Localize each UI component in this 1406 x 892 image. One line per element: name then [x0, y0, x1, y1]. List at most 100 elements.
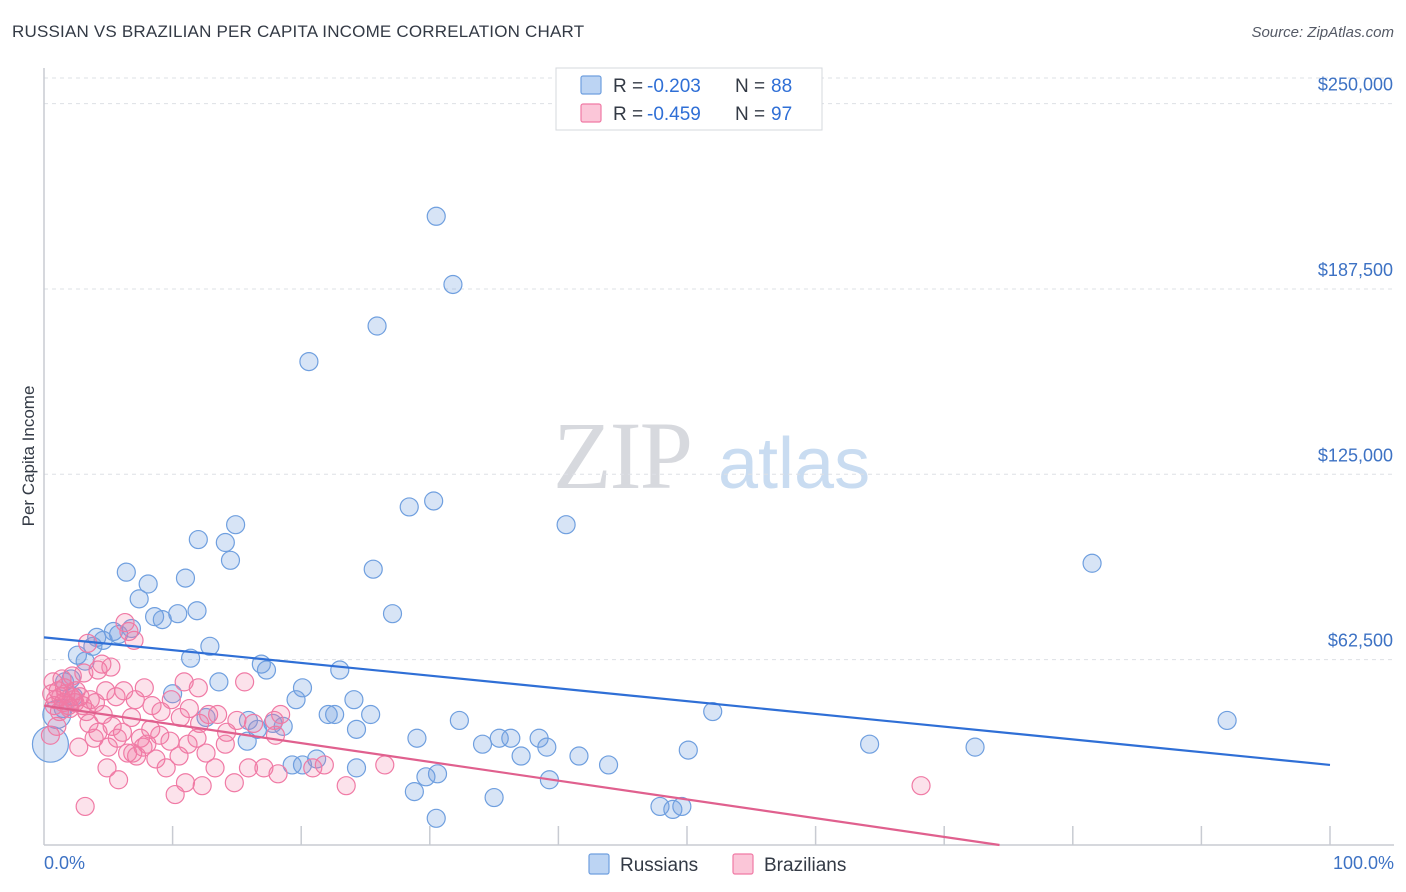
bottom-legend-label-russians: Russians [620, 855, 698, 876]
brazilians-point [102, 716, 122, 736]
russians-point [163, 684, 183, 704]
russians-point [449, 710, 469, 731]
grid-lines [44, 77, 1394, 661]
brazilians-point [244, 713, 264, 734]
brazilians-point [119, 621, 139, 642]
russians-point [678, 740, 698, 760]
russians-point [426, 808, 446, 828]
russians-point [188, 529, 208, 550]
brazilians-point [205, 758, 225, 778]
russians-point [129, 589, 149, 609]
russians-point [484, 787, 504, 808]
legend-r-label-russians: R = [613, 76, 643, 97]
legend-n-value-russians: 88 [771, 76, 792, 97]
legend-swatch-brazilians [580, 103, 602, 123]
brazilians-point [187, 728, 207, 748]
brazilians-point [80, 690, 100, 710]
russians-point [344, 690, 364, 710]
brazilians-point [161, 690, 181, 710]
russians-point [404, 782, 424, 802]
russians-point [703, 701, 723, 722]
brazilians-point [314, 755, 334, 775]
series-russians-points [31, 206, 1237, 828]
brazilians-point [254, 758, 274, 778]
russians-point [209, 672, 229, 692]
russians-point [286, 690, 306, 710]
brazilians-point [112, 722, 133, 742]
russians-point [138, 574, 158, 594]
russians-point [346, 719, 367, 739]
brazilians-point [215, 734, 235, 754]
x-tick-label-max: 100.0% [1333, 853, 1394, 873]
russians-point [226, 515, 246, 535]
brazilians-point [268, 764, 288, 784]
brazilians-point [134, 678, 154, 698]
russians-point [292, 678, 313, 698]
y-tick-label: $62,500 [1328, 631, 1393, 651]
brazilians-point [192, 776, 212, 796]
russians-point [181, 648, 201, 668]
russians-point [556, 515, 576, 535]
y-tick-label: $187,500 [1318, 260, 1393, 280]
russians-point [318, 704, 338, 725]
russians-point [346, 758, 367, 778]
series-brazilians-points [40, 612, 931, 817]
russians-point [363, 559, 383, 579]
y-axis-tick-labels: $62,500 $125,000 $187,500 $250,000 [1318, 75, 1393, 651]
brazilians-point [123, 743, 143, 763]
brazilians-point [84, 728, 104, 748]
chart-title: RUSSIAN VS BRAZILIAN PER CAPITA INCOME C… [12, 22, 585, 41]
russians-point [443, 274, 463, 295]
stats-legend: R = -0.203 N = 88 R = -0.459 N = 97 [555, 67, 823, 131]
bottom-legend-swatch-russians [588, 853, 610, 875]
russians-point [325, 704, 345, 725]
legend-r-value-brazilians: -0.459 [647, 104, 701, 125]
brazilians-point [238, 758, 259, 778]
brazilians-point [133, 737, 153, 757]
brazilians-point [108, 770, 129, 790]
legend-n-label-russians: N = [735, 76, 765, 97]
trend-lines [43, 636, 1331, 847]
brazilians-point [208, 704, 228, 725]
axes [43, 68, 1394, 846]
brazilians-point [156, 758, 176, 778]
russians-point [282, 755, 302, 775]
trend-line-brazilians [43, 704, 1000, 847]
russians-point [489, 728, 509, 748]
x-axis-ticks [171, 826, 1331, 845]
legend-n-label-brazilians: N = [735, 104, 765, 125]
russians-point [1217, 710, 1237, 731]
russians-point [152, 610, 172, 630]
brazilians-point [303, 758, 323, 778]
russians-point [175, 568, 196, 588]
trend-line-russians [43, 636, 1331, 767]
russians-point [299, 351, 319, 372]
brazilians-point [235, 672, 255, 692]
legend-r-value-russians: -0.203 [647, 76, 701, 97]
russians-point [256, 660, 277, 680]
russians-point [965, 737, 985, 757]
y-tick-label: $125,000 [1318, 445, 1393, 465]
russians-point [330, 660, 350, 680]
brazilians-point [175, 773, 196, 793]
russians-point [220, 550, 241, 570]
brazilians-point [264, 710, 284, 731]
brazilians-point [74, 663, 94, 683]
brazilians-point [227, 710, 247, 731]
brazilians-point [97, 758, 117, 778]
brazilians-point [101, 657, 121, 677]
brazilians-point [196, 743, 216, 763]
russians-point [93, 630, 113, 650]
russians-point [144, 607, 165, 627]
russians-point [416, 767, 436, 787]
y-tick-label: $250,000 [1318, 75, 1393, 95]
x-tick-label-min: 0.0% [44, 853, 85, 873]
brazilians-point [69, 737, 89, 757]
brazilians-point [375, 755, 395, 775]
chart-source: Source: ZipAtlas.com [1251, 24, 1394, 41]
russians-point [598, 755, 619, 775]
russians-point [427, 764, 448, 784]
russians-point [860, 734, 880, 754]
russians-point [569, 746, 589, 766]
